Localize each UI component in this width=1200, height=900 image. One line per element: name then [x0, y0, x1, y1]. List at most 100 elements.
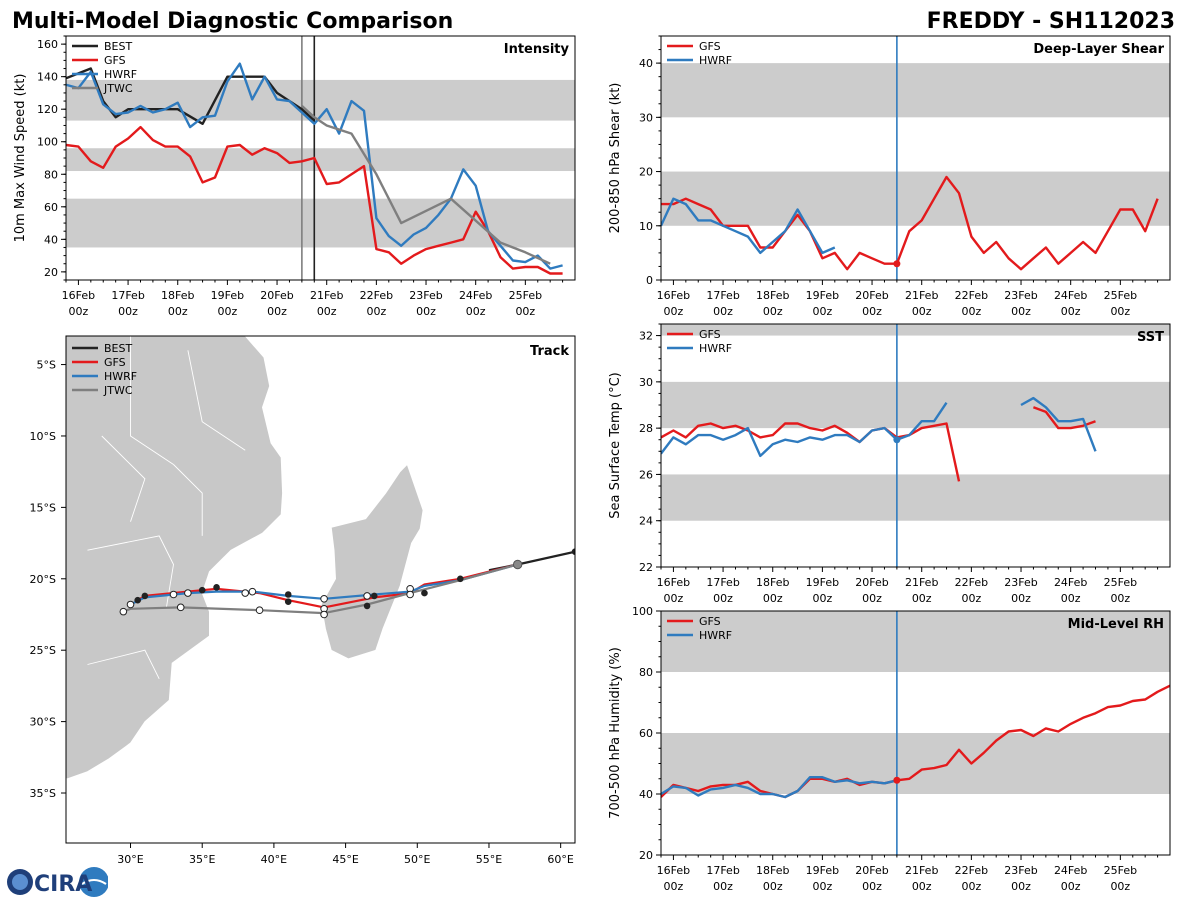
intensity-band-0: [66, 198, 575, 248]
sst-ytick-label: 26: [639, 468, 653, 481]
rh-xtick-label-hour: 00z: [1061, 880, 1081, 893]
intensity-xtick-label-day: 20Feb: [260, 289, 293, 302]
sst-current-marker: [893, 436, 901, 444]
track-marker-open: [363, 592, 371, 600]
country-border-0: [130, 336, 174, 465]
rh-series-gfs: [661, 684, 1170, 799]
shear-xtick-label-day: 24Feb: [1054, 289, 1087, 302]
madagascar-landmass: [320, 463, 424, 660]
sst-panel: 22 24 26 28 30 32 16Feb 00z 17Feb 00z 18Feb 00z 19Fe…: [608, 323, 1171, 605]
shear-xtick-label-hour: 00z: [812, 305, 832, 318]
intensity-plot-area: [66, 36, 575, 280]
rh-ytick-label: 100: [632, 605, 653, 618]
intensity-xtick-label-day: 18Feb: [161, 289, 194, 302]
track-ytick-label: 5°S: [37, 359, 56, 372]
cira-logo: CIRA: [7, 867, 108, 897]
intensity-legend-label-jtwc: JTWC: [103, 82, 133, 95]
rh-xtick-label-hour: 00z: [713, 880, 733, 893]
track-current-position: [512, 559, 523, 570]
shear-panel: 0 10 20 30 40 16Feb 00z 17Feb 00z 18Feb 00z 19Feb 00…: [608, 35, 1171, 318]
sst-ytick-label: 22: [639, 561, 653, 574]
country-border-1: [173, 464, 203, 536]
shear-xtick-label-hour: 00z: [1110, 305, 1130, 318]
country-border-5: [187, 350, 246, 451]
sst-xtick-label-day: 24Feb: [1054, 576, 1087, 589]
shear-xtick-label-day: 19Feb: [806, 289, 839, 302]
shear-xtick-label-hour: 00z: [862, 305, 882, 318]
sst-xtick-label-hour: 00z: [1061, 592, 1081, 605]
logo-inner-icon: [12, 874, 28, 890]
shear-xtick-label-hour: 00z: [912, 305, 932, 318]
track-marker-filled: [284, 598, 292, 605]
shear-xtick-label-day: 18Feb: [756, 289, 789, 302]
sst-ytick-label: 32: [639, 330, 653, 343]
shear-xtick-label-day: 17Feb: [706, 289, 739, 302]
rh-ytick-label: 80: [639, 666, 653, 679]
shear-ytick-label: 0: [646, 274, 653, 287]
shear-ytick-label: 40: [639, 57, 653, 70]
track-marker-open: [320, 610, 328, 619]
rh-xtick-label-hour: 00z: [1011, 880, 1031, 893]
shear-title: Deep-Layer Shear: [1033, 42, 1164, 57]
shear-ytick-label: 10: [639, 220, 653, 233]
track-ytick-label: 30°S: [30, 716, 56, 729]
shear-xtick-label-hour: 00z: [664, 305, 684, 318]
intensity-panel: 20 40 60 80 100 120 140 160 16Feb 00z 17Feb 00z 18Fe…: [13, 35, 576, 318]
sst-xtick-label-day: 17Feb: [706, 576, 739, 589]
sst-frame: [660, 323, 1171, 568]
intensity-ytick-label: 140: [37, 71, 58, 84]
intensity-xtick-label-day: 22Feb: [360, 289, 393, 302]
africa-landmass: [66, 336, 283, 780]
shear-xtick-label-hour: 00z: [713, 305, 733, 318]
sst-band-2: [661, 324, 1170, 336]
sst-xtick-label-hour: 00z: [812, 592, 832, 605]
track-hwrf: [130, 563, 518, 606]
track-marker-filled: [141, 592, 149, 600]
track-xtick-label: 60°E: [547, 853, 573, 866]
track-panel: 5°S 10°S 15°S 20°S 25°S 30°S 35°S 30°E 35°E 40°E 4…: [30, 335, 576, 866]
intensity-band-1: [66, 148, 575, 172]
rh-xtick-label-day: 25Feb: [1104, 864, 1137, 877]
sst-xtick-label-day: 19Feb: [806, 576, 839, 589]
intensity-xtick-label-hour: 00z: [118, 305, 138, 318]
intensity-xtick-label-hour: 00z: [168, 305, 188, 318]
track-xtick-label: 35°E: [189, 853, 215, 866]
shear-xtick-label-hour: 00z: [1061, 305, 1081, 318]
intensity-ylabel: 10m Max Wind Speed (kt): [13, 74, 28, 243]
track-legend-label-gfs: GFS: [104, 356, 126, 369]
intensity-ytick-label: 160: [37, 38, 58, 51]
track-marker-filled: [421, 589, 428, 597]
track-marker-filled: [370, 592, 378, 600]
sst-legend-label-gfs: GFS: [699, 328, 721, 341]
rh-title: Mid-Level RH: [1068, 617, 1164, 632]
intensity-ytick-label: 80: [44, 168, 58, 181]
shear-xtick-label-day: 22Feb: [955, 289, 988, 302]
track-marker-open: [241, 589, 250, 597]
rh-band-0: [661, 733, 1170, 794]
track-ytick-label: 35°S: [30, 787, 56, 800]
track-ytick-label: 15°S: [30, 501, 56, 514]
logo-globe-right-icon: [79, 867, 108, 897]
rh-panel: 20 40 60 80 100 16Feb 00z 17Feb 00z 18Feb 00z 19Feb…: [608, 605, 1171, 893]
track-marker-open: [169, 590, 178, 599]
shear-ytick-label: 30: [639, 111, 653, 124]
track-xtick-label: 30°E: [117, 853, 143, 866]
intensity-xtick-label-hour: 00z: [366, 305, 386, 318]
rh-xtick-label-day: 17Feb: [706, 864, 739, 877]
track-marker-open: [248, 587, 257, 596]
track-legend-label-jtwc: JTWC: [103, 384, 133, 397]
figure-title: Multi-Model Diagnostic Comparison: [12, 9, 453, 34]
intensity-xtick-label-hour: 00z: [317, 305, 337, 318]
rh-xtick-label-hour: 00z: [664, 880, 684, 893]
track-xtick-label: 40°E: [261, 853, 287, 866]
track-marker-filled: [213, 584, 220, 591]
shear-xtick-label-day: 23Feb: [1004, 289, 1037, 302]
rh-xtick-label-hour: 00z: [763, 880, 783, 893]
intensity-legend-label-best: BEST: [104, 40, 132, 53]
sst-xtick-label-day: 23Feb: [1004, 576, 1037, 589]
shear-legend-label-hwrf: HWRF: [699, 54, 732, 67]
rh-xtick-label-day: 24Feb: [1054, 864, 1087, 877]
track-marker-filled: [363, 602, 371, 610]
intensity-series-hwrf: [66, 62, 563, 270]
rh-plot-area: [661, 611, 1170, 855]
